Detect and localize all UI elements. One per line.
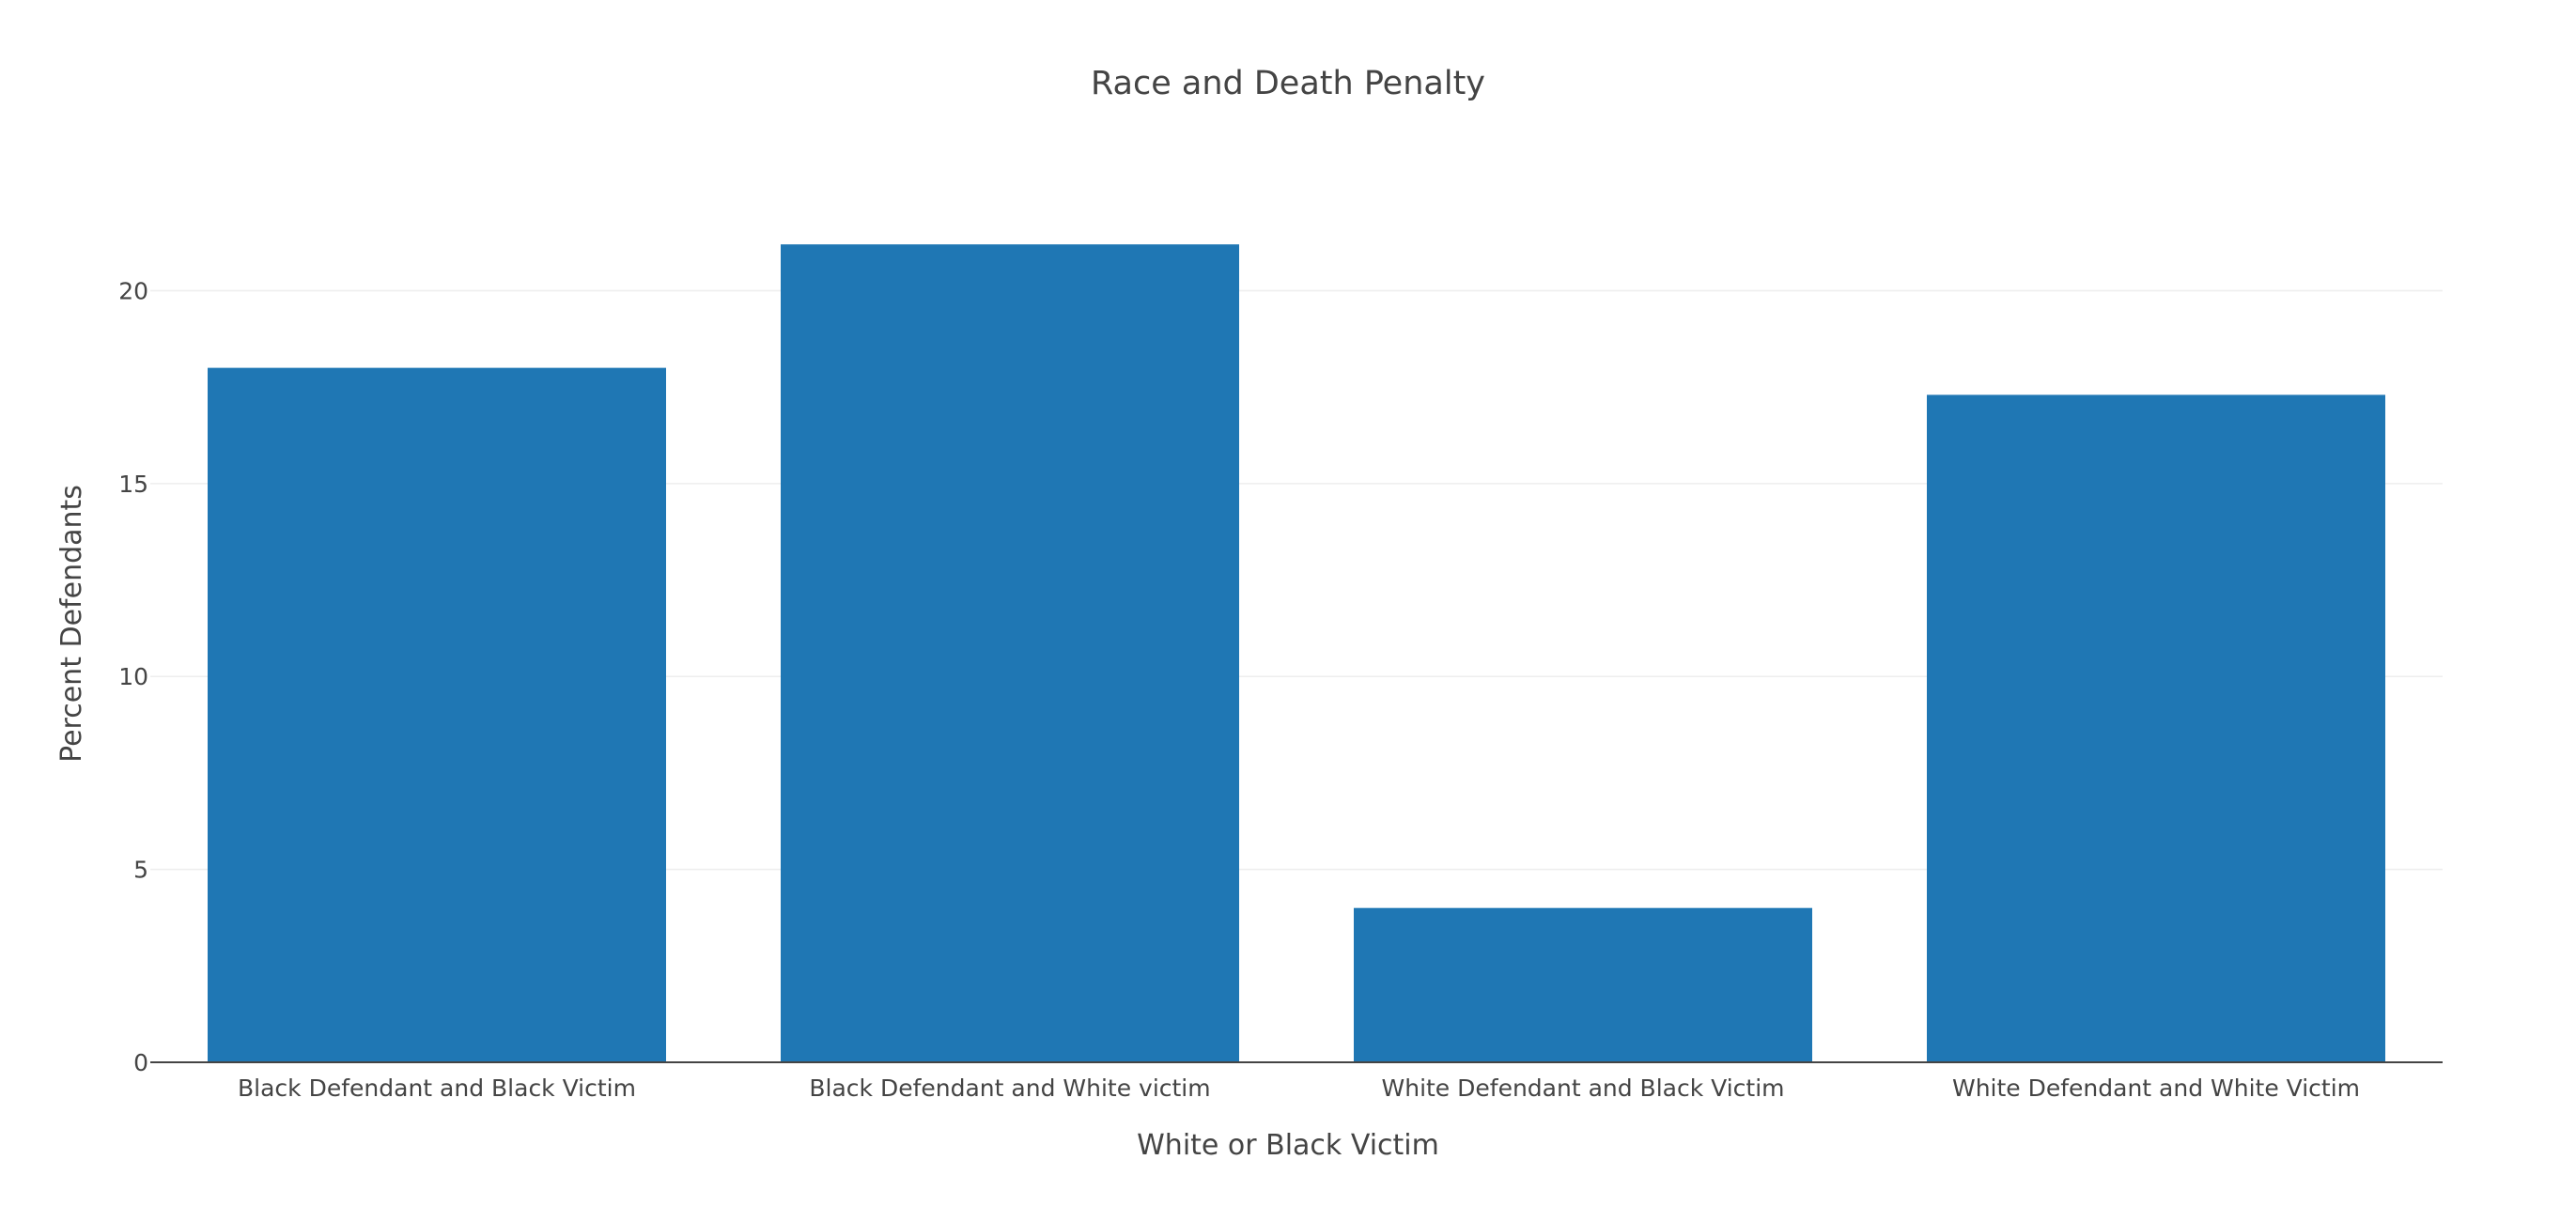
x-tick-label: White Defendant and White Victim [1952,1075,2360,1102]
x-tick-labels: Black Defendant and Black Victim Black De… [238,1075,2360,1102]
y-tick-label: 0 [133,1049,148,1076]
y-axis-title: Percent Defendants [55,485,88,763]
y-tick-label: 10 [118,663,148,690]
y-tick-label: 5 [133,857,148,884]
bars [208,244,2385,1063]
chart-title: Race and Death Penalty [1091,65,1485,102]
bar-1 [208,367,666,1062]
y-tick-label: 20 [118,277,148,304]
bar-3 [1354,907,1812,1062]
bar-4 [1927,394,2385,1062]
x-tick-label: Black Defendant and White victim [809,1075,1210,1102]
y-tick-labels: 0 5 10 15 20 [118,277,148,1076]
x-tick-label: White Defendant and Black Victim [1382,1075,1785,1102]
y-tick-label: 15 [118,471,148,498]
x-tick-label: Black Defendant and Black Victim [238,1075,636,1102]
bar-2 [781,244,1239,1063]
x-axis-title: White or Black Victim [1137,1129,1439,1162]
